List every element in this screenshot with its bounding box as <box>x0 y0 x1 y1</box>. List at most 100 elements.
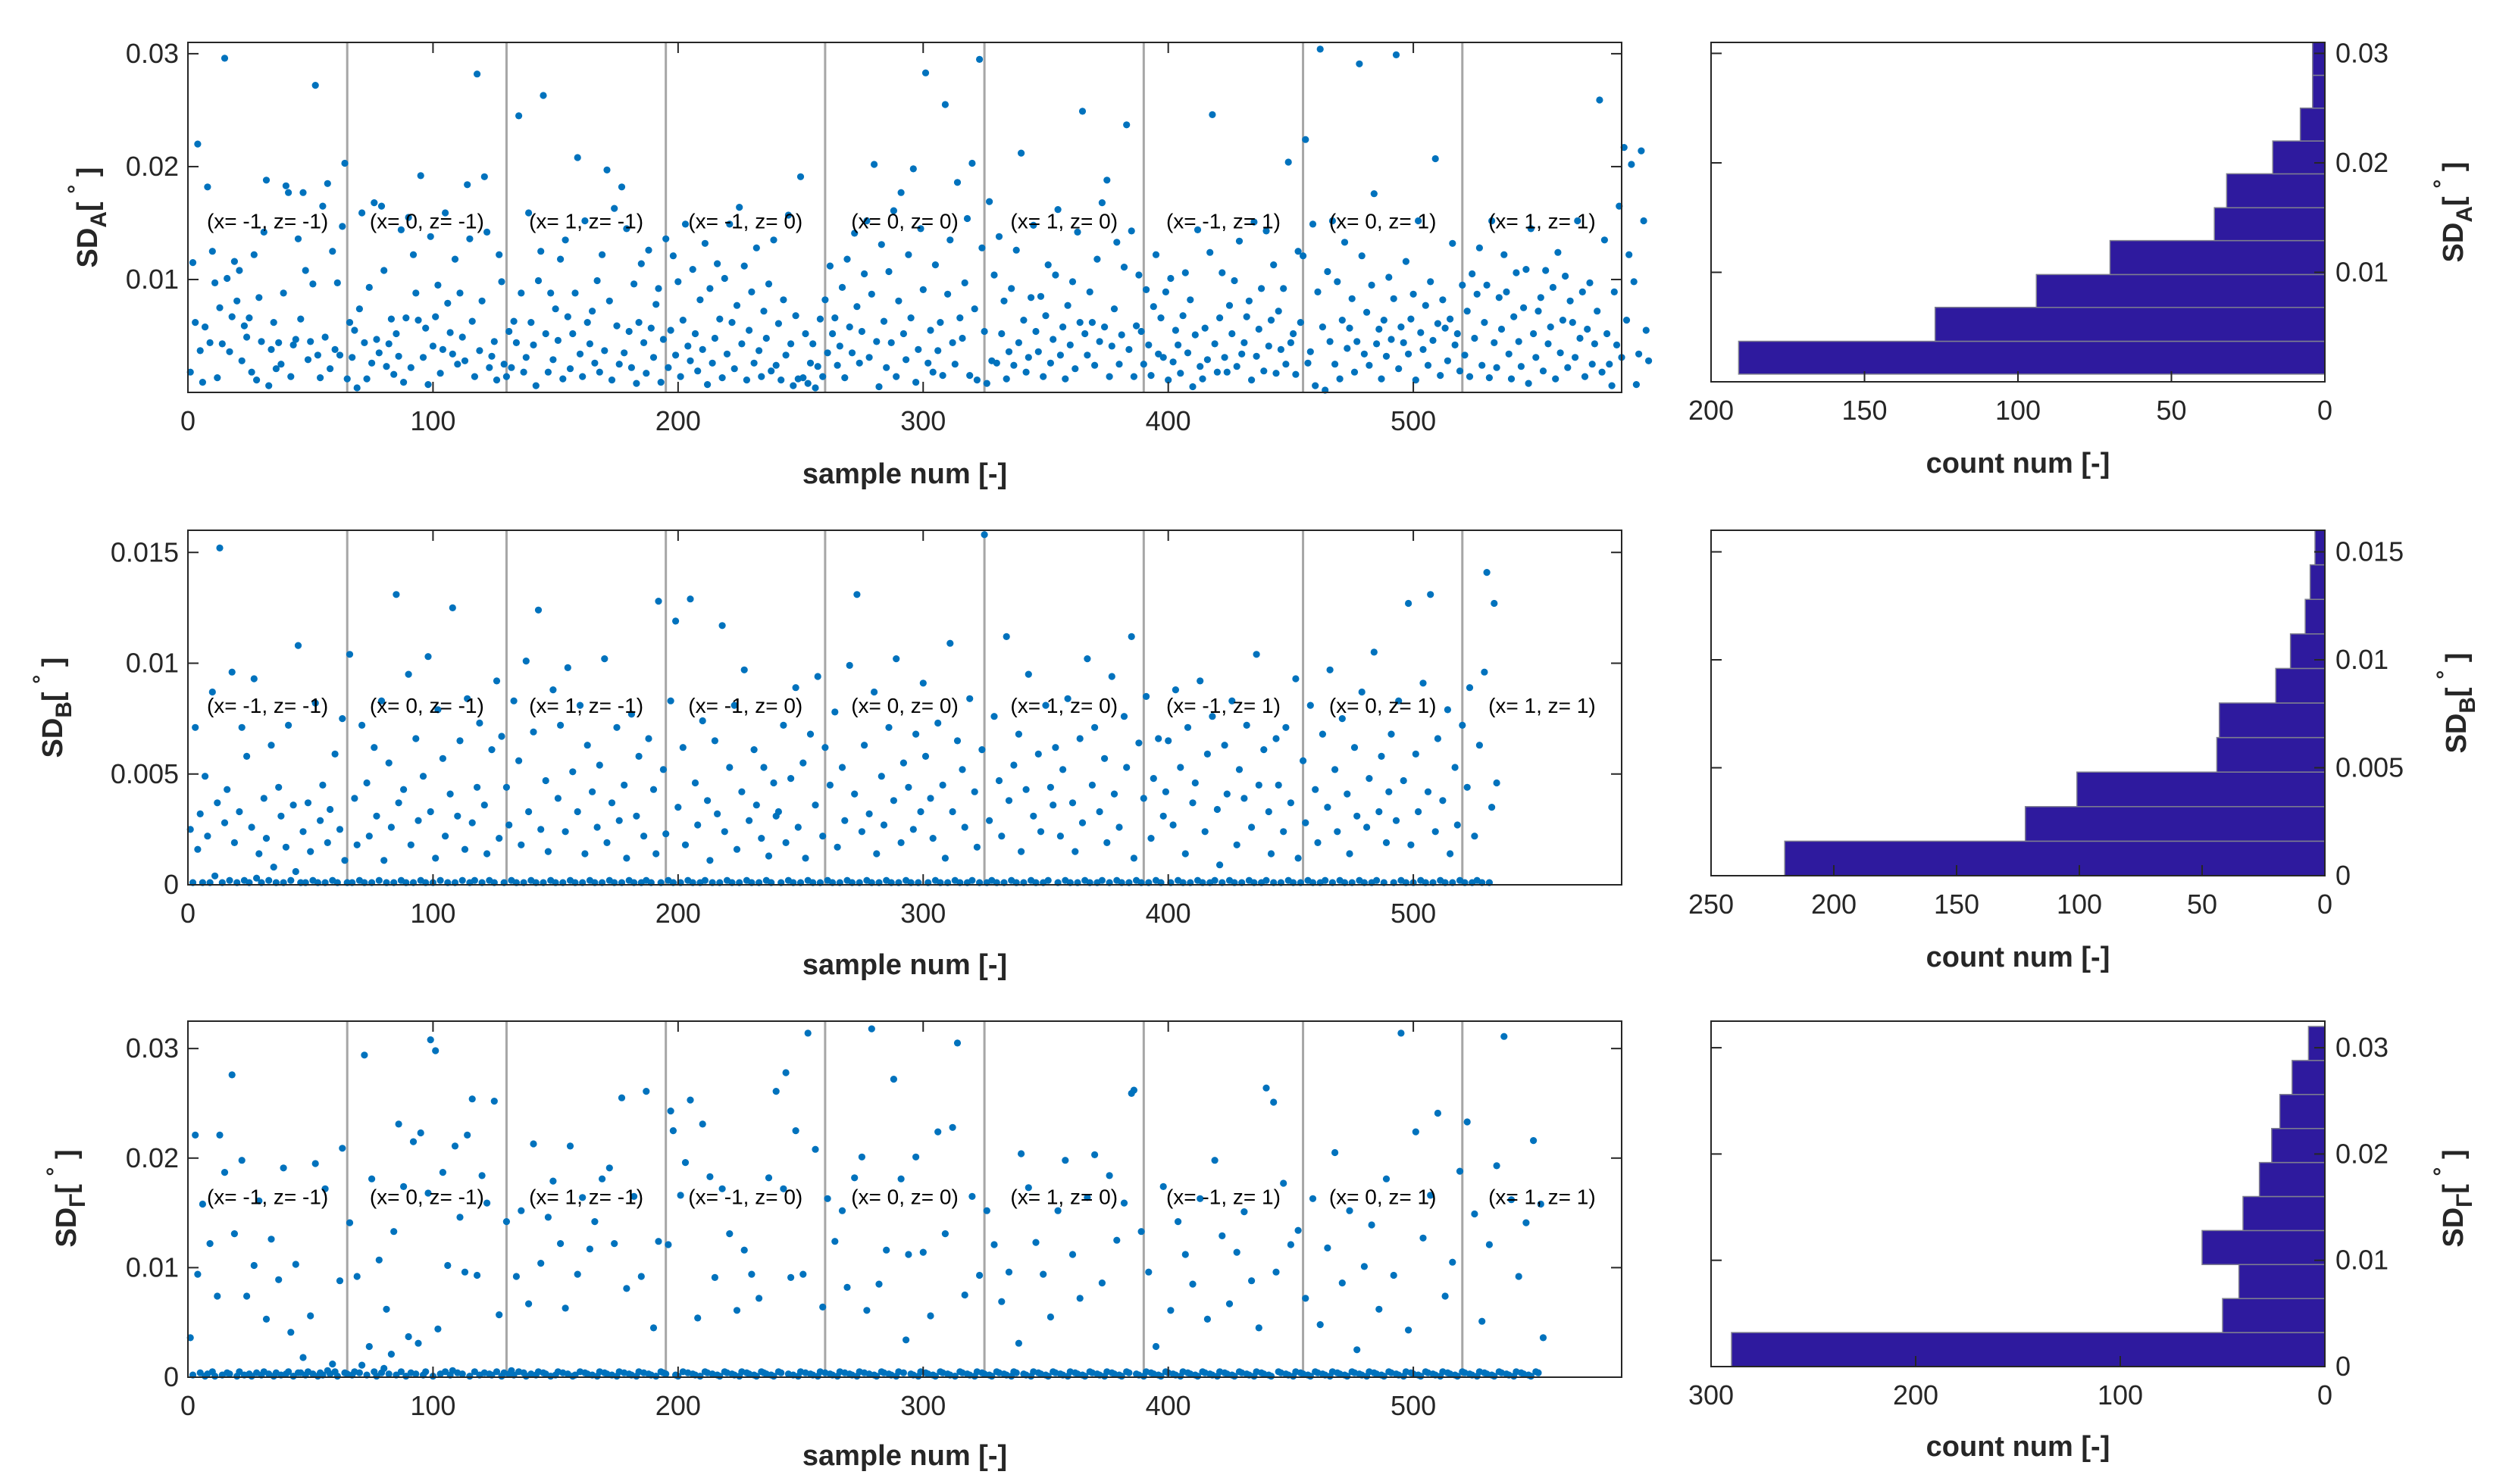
data-point <box>307 1312 314 1320</box>
data-point <box>1471 833 1478 840</box>
data-point <box>931 261 939 269</box>
data-point <box>623 225 630 233</box>
data-point <box>346 1219 354 1226</box>
data-point <box>442 209 449 217</box>
data-point <box>679 744 687 751</box>
data-point <box>1219 1232 1226 1239</box>
data-point <box>787 340 795 348</box>
x-tick-label: 150 <box>1841 395 1887 426</box>
data-point <box>490 1098 498 1105</box>
data-point <box>233 297 241 305</box>
data-point <box>537 248 545 255</box>
data-point <box>665 364 672 371</box>
data-point <box>733 301 741 309</box>
y-label-subscript: B <box>52 701 77 718</box>
data-point <box>951 361 959 368</box>
data-point <box>1309 1195 1317 1202</box>
x-tick-label: 0 <box>2317 1379 2332 1411</box>
data-point <box>564 664 571 672</box>
y-tick-label: 0.02 <box>126 1142 179 1173</box>
data-point <box>1209 111 1216 118</box>
data-point <box>934 1128 942 1136</box>
data-point <box>748 288 756 295</box>
data-point <box>1554 248 1562 256</box>
data-point <box>875 383 883 391</box>
data-point <box>635 319 643 326</box>
data-point <box>1125 1369 1133 1376</box>
group-label: (x= 1, z= 0) <box>1010 209 1118 233</box>
data-point <box>995 233 1003 240</box>
data-point <box>1084 351 1091 359</box>
data-point <box>1397 1029 1405 1037</box>
data-point <box>518 1207 525 1214</box>
data-point <box>1245 297 1253 305</box>
x-ticks: 0 100 200 300 400 500 <box>180 42 1436 436</box>
data-point <box>490 338 498 345</box>
data-point <box>272 365 280 373</box>
data-point <box>1412 750 1419 758</box>
data-point <box>1022 786 1030 793</box>
y-tick-label: 0 <box>164 1361 179 1392</box>
data-point <box>831 708 839 716</box>
data-point <box>336 826 344 833</box>
data-point <box>285 1368 293 1376</box>
data-point <box>1003 375 1010 383</box>
data-point <box>1203 750 1211 758</box>
data-point <box>488 746 496 754</box>
data-point <box>1003 633 1010 641</box>
data-point <box>790 382 797 389</box>
data-point <box>1238 350 1246 358</box>
axes-frame <box>1710 530 2326 876</box>
data-point <box>812 801 819 809</box>
data-point <box>752 244 760 251</box>
data-point <box>1145 1268 1153 1276</box>
data-point <box>468 819 476 826</box>
y-ticks: 0.01 0.02 0.03 <box>126 38 1622 295</box>
data-point <box>1382 839 1391 846</box>
data-point <box>1213 368 1221 376</box>
data-point <box>782 839 790 846</box>
data-point <box>1091 361 1099 369</box>
data-point <box>1201 324 1209 332</box>
data-point <box>1137 327 1145 336</box>
y-axis-label: SDB[ ° ] <box>29 658 77 758</box>
y-label-subscript: A <box>86 211 111 228</box>
data-point <box>1052 744 1059 751</box>
x-ticks: 0 100 200 300 400 500 <box>180 530 1436 929</box>
data-point <box>444 1261 452 1270</box>
data-point <box>1197 677 1204 685</box>
data-point <box>625 327 633 336</box>
data-point <box>1284 158 1292 166</box>
data-point <box>343 375 351 383</box>
data-point <box>1203 356 1211 364</box>
data-point <box>611 205 618 212</box>
sd-a-scatter-plot: (x= -1, z= -1) (x= 0, z= -1) (x= 1, z= -1)… <box>64 38 1653 490</box>
data-point <box>1515 338 1522 345</box>
data-point <box>613 322 621 330</box>
data-point <box>502 783 511 791</box>
data-point <box>990 271 998 279</box>
x-axis-label: sample num [-] <box>802 458 1007 490</box>
data-point <box>1584 325 1591 333</box>
data-point <box>544 368 552 376</box>
data-point <box>856 359 863 367</box>
data-point <box>255 850 263 858</box>
data-point <box>510 317 518 325</box>
data-point <box>530 728 537 736</box>
data-point <box>211 279 219 286</box>
data-point <box>1120 1199 1128 1207</box>
data-point <box>1267 850 1275 858</box>
data-point <box>194 1270 202 1278</box>
data-point <box>1348 295 1356 302</box>
data-point <box>270 319 277 326</box>
data-point <box>493 376 501 384</box>
data-point <box>253 376 261 384</box>
data-point <box>1042 701 1050 709</box>
data-point <box>621 349 628 357</box>
data-point <box>643 370 650 377</box>
data-point <box>677 373 684 380</box>
axes-frame <box>187 1020 1622 1378</box>
data-point <box>1275 308 1282 315</box>
data-point <box>451 1142 459 1150</box>
